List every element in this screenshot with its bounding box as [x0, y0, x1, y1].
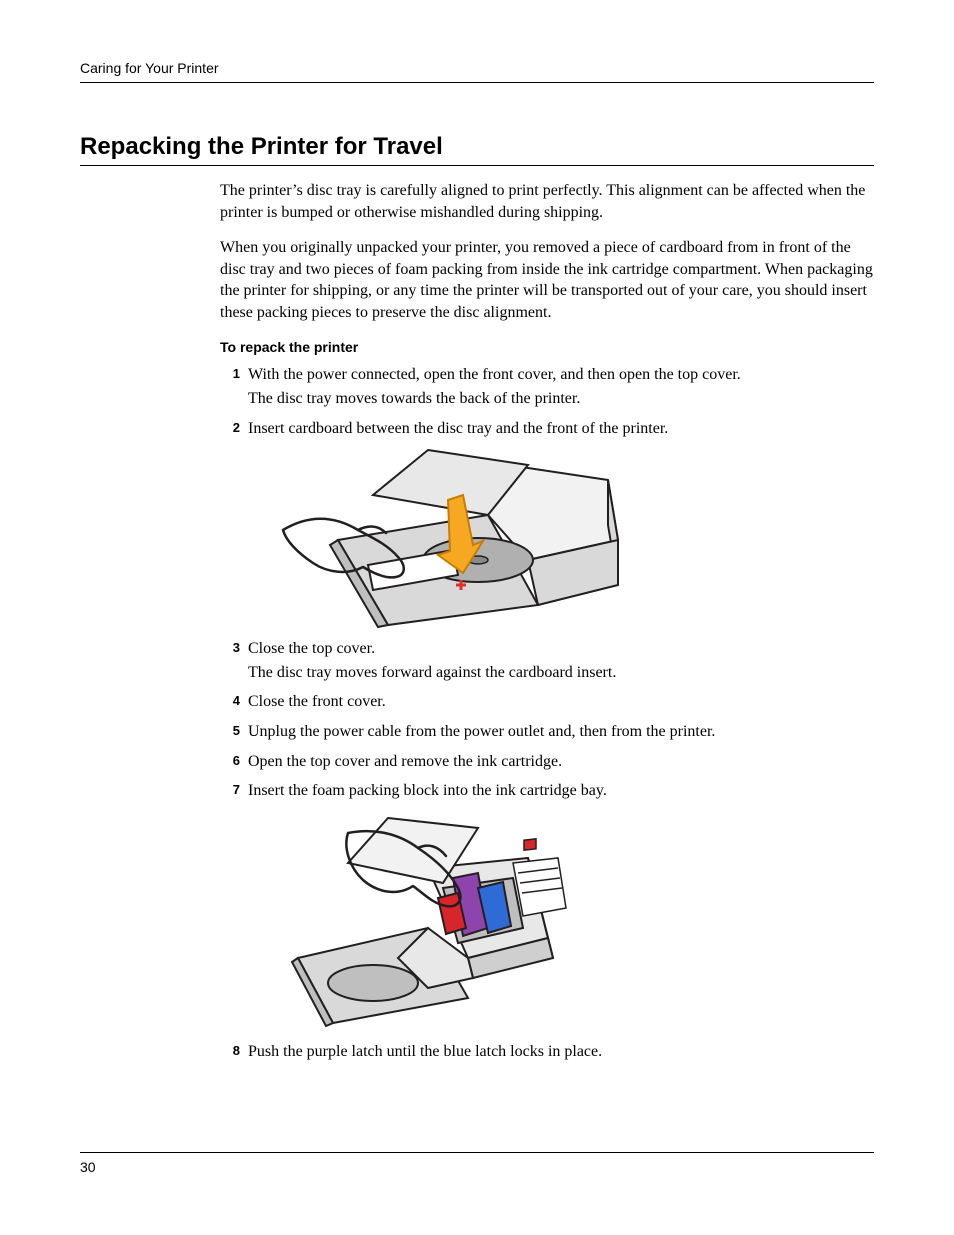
step-4: 4 Close the front cover. [220, 691, 874, 713]
step-number: 6 [220, 751, 240, 772]
step-text: Insert cardboard between the disc tray a… [248, 420, 668, 437]
printer-cardboard-illustration-icon [278, 445, 638, 630]
intro-paragraph-1: The printer’s disc tray is carefully ali… [220, 180, 874, 223]
step-6: 6 Open the top cover and remove the ink … [220, 751, 874, 773]
step-2: 2 Insert cardboard between the disc tray… [220, 418, 874, 631]
body-block: The printer’s disc tray is carefully ali… [220, 180, 874, 1062]
running-head: Caring for Your Printer [80, 60, 874, 83]
step-number: 2 [220, 418, 240, 439]
step-text: Open the top cover and remove the ink ca… [248, 753, 562, 770]
figure-insert-cardboard [278, 445, 874, 630]
step-number: 8 [220, 1041, 240, 1062]
step-number: 3 [220, 638, 240, 659]
step-1: 1 With the power connected, open the fro… [220, 364, 874, 409]
step-subtext: The disc tray moves towards the back of … [248, 388, 874, 410]
step-5: 5 Unplug the power cable from the power … [220, 721, 874, 743]
step-number: 5 [220, 721, 240, 742]
page-number: 30 [80, 1152, 874, 1175]
step-text: Insert the foam packing block into the i… [248, 782, 607, 799]
step-text: Unplug the power cable from the power ou… [248, 723, 715, 740]
page: Caring for Your Printer Repacking the Pr… [0, 0, 954, 1235]
procedure-steps: 1 With the power connected, open the fro… [220, 364, 874, 1062]
step-text: With the power connected, open the front… [248, 366, 741, 383]
step-8: 8 Push the purple latch until the blue l… [220, 1041, 874, 1063]
step-7: 7 Insert the foam packing block into the… [220, 780, 874, 1033]
step-text: Push the purple latch until the blue lat… [248, 1043, 602, 1060]
step-number: 7 [220, 780, 240, 801]
printer-foam-illustration-icon [278, 808, 578, 1033]
step-number: 4 [220, 691, 240, 712]
section-title: Repacking the Printer for Travel [80, 133, 874, 166]
step-subtext: The disc tray moves forward against the … [248, 662, 874, 684]
step-text: Close the front cover. [248, 693, 386, 710]
step-text: Close the top cover. [248, 640, 375, 657]
step-number: 1 [220, 364, 240, 385]
figure-insert-foam [278, 808, 874, 1033]
procedure-subhead: To repack the printer [220, 338, 874, 357]
intro-paragraph-2: When you originally unpacked your printe… [220, 237, 874, 323]
step-3: 3 Close the top cover. The disc tray mov… [220, 638, 874, 683]
